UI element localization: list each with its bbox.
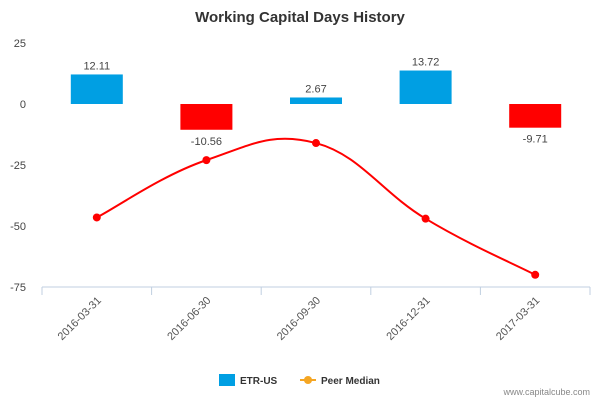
y-tick-label: -25	[10, 160, 26, 172]
bar-data-label: 2.67	[305, 83, 326, 95]
legend-label-bar: ETR-US	[240, 376, 278, 387]
x-axis: 2016-03-31 2016-06-30 2016-09-30 2016-12-31…	[41, 286, 591, 343]
bar-data-label: -9.71	[523, 134, 548, 146]
legend-label-line: Peer Median	[321, 376, 380, 387]
bar	[399, 70, 452, 104]
credit-text: www.capitalcube.com	[502, 387, 590, 397]
x-tick-label: 2016-03-31	[56, 295, 104, 343]
y-tick-label: 25	[14, 38, 26, 50]
x-tick-label: 2016-12-31	[384, 295, 432, 343]
y-tick-label: 0	[20, 99, 26, 111]
line-point	[421, 214, 430, 223]
line-point	[312, 139, 320, 148]
x-tick-label: 2016-09-30	[275, 295, 323, 343]
bar	[290, 97, 342, 104]
line-series	[92, 137, 540, 279]
chart-title: Working Capital Days History	[195, 9, 405, 26]
y-tick-label: -50	[10, 221, 26, 233]
legend-swatch-point	[304, 376, 312, 384]
bar-data-label: 13.72	[412, 57, 440, 69]
y-axis: 25 0 -25 -50 -75	[10, 38, 26, 294]
peer-median-line	[96, 137, 536, 276]
bar	[180, 104, 233, 130]
legend: ETR-US Peer Median	[219, 374, 380, 387]
legend-swatch-bar	[219, 374, 235, 386]
line-point	[531, 270, 540, 279]
x-tick-label: 2017-03-31	[494, 295, 542, 343]
line-point	[202, 156, 211, 165]
bar-data-label: 12.11	[83, 60, 110, 72]
line-point	[92, 213, 101, 222]
x-tick-label: 2016-06-30	[165, 295, 213, 343]
bar	[509, 104, 562, 128]
bar-series: 12.11 -10.56 2.67 13.72 -9.71	[70, 57, 562, 148]
bar	[70, 74, 123, 104]
bar-data-label: -10.56	[191, 136, 222, 148]
y-tick-label: -75	[10, 282, 26, 294]
